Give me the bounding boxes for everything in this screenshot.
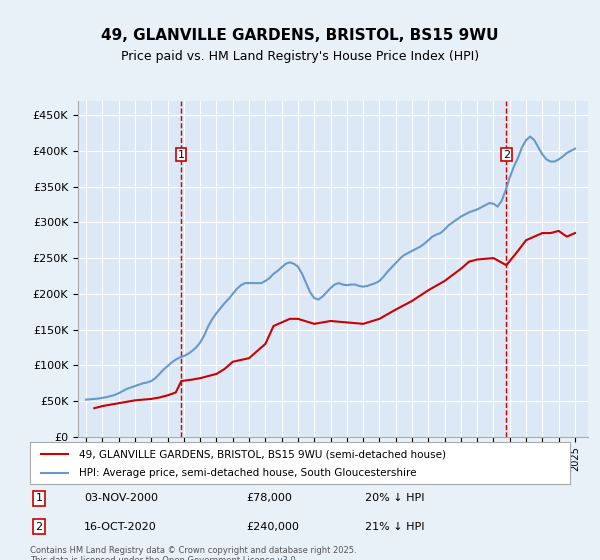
Text: Price paid vs. HM Land Registry's House Price Index (HPI): Price paid vs. HM Land Registry's House … (121, 50, 479, 63)
Text: 21% ↓ HPI: 21% ↓ HPI (365, 521, 424, 531)
Text: Contains HM Land Registry data © Crown copyright and database right 2025.
This d: Contains HM Land Registry data © Crown c… (30, 546, 356, 560)
Text: 49, GLANVILLE GARDENS, BRISTOL, BS15 9WU: 49, GLANVILLE GARDENS, BRISTOL, BS15 9WU (101, 28, 499, 43)
Text: 03-NOV-2000: 03-NOV-2000 (84, 493, 158, 503)
Text: 2: 2 (35, 521, 43, 531)
Text: 49, GLANVILLE GARDENS, BRISTOL, BS15 9WU (semi-detached house): 49, GLANVILLE GARDENS, BRISTOL, BS15 9WU… (79, 449, 446, 459)
Text: 1: 1 (178, 150, 185, 160)
Text: 1: 1 (35, 493, 43, 503)
Text: 2: 2 (503, 150, 510, 160)
Text: 16-OCT-2020: 16-OCT-2020 (84, 521, 157, 531)
Text: HPI: Average price, semi-detached house, South Gloucestershire: HPI: Average price, semi-detached house,… (79, 468, 416, 478)
Text: £240,000: £240,000 (246, 521, 299, 531)
Text: 20% ↓ HPI: 20% ↓ HPI (365, 493, 424, 503)
Text: £78,000: £78,000 (246, 493, 292, 503)
